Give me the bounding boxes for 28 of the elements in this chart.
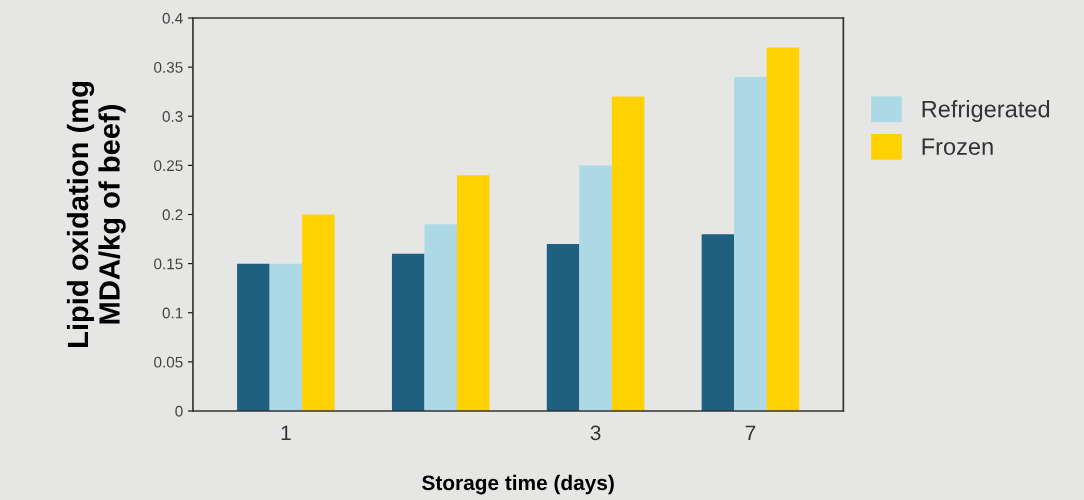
y-tick-label: 0.4 <box>162 12 183 24</box>
bar <box>734 76 767 411</box>
bar <box>546 243 580 411</box>
bar <box>611 96 645 411</box>
bar <box>424 224 457 411</box>
bar <box>701 234 735 411</box>
bar <box>766 47 800 411</box>
bar <box>579 165 612 411</box>
y-tick-label: 0.3 <box>162 111 183 122</box>
y-tick-label: 0.1 <box>162 307 183 319</box>
y-tick-label: 0.15 <box>154 258 183 270</box>
bar <box>237 263 270 411</box>
bar <box>391 253 425 411</box>
bar <box>456 175 490 411</box>
x-tick-label: 1 <box>281 425 291 440</box>
x-tick-label: 7 <box>745 425 756 440</box>
legend-label: Refrigerated <box>922 100 1050 123</box>
y-tick-label: 0.2 <box>162 209 183 221</box>
legend-label: Frozen <box>922 138 993 155</box>
y-tick-label: 0.35 <box>154 61 183 73</box>
y-axis-title: Lipid oxidation (mg MDA/kg of beef) <box>66 81 126 348</box>
bar <box>302 214 335 411</box>
y-tick-label: 0.05 <box>154 356 183 368</box>
x-axis-title: Storage time (days) <box>422 474 614 495</box>
y-tick-label: 0.25 <box>154 160 183 172</box>
bar <box>269 263 303 411</box>
y-tick-label: 0 <box>175 405 183 417</box>
x-tick-label: 3 <box>590 425 601 441</box>
